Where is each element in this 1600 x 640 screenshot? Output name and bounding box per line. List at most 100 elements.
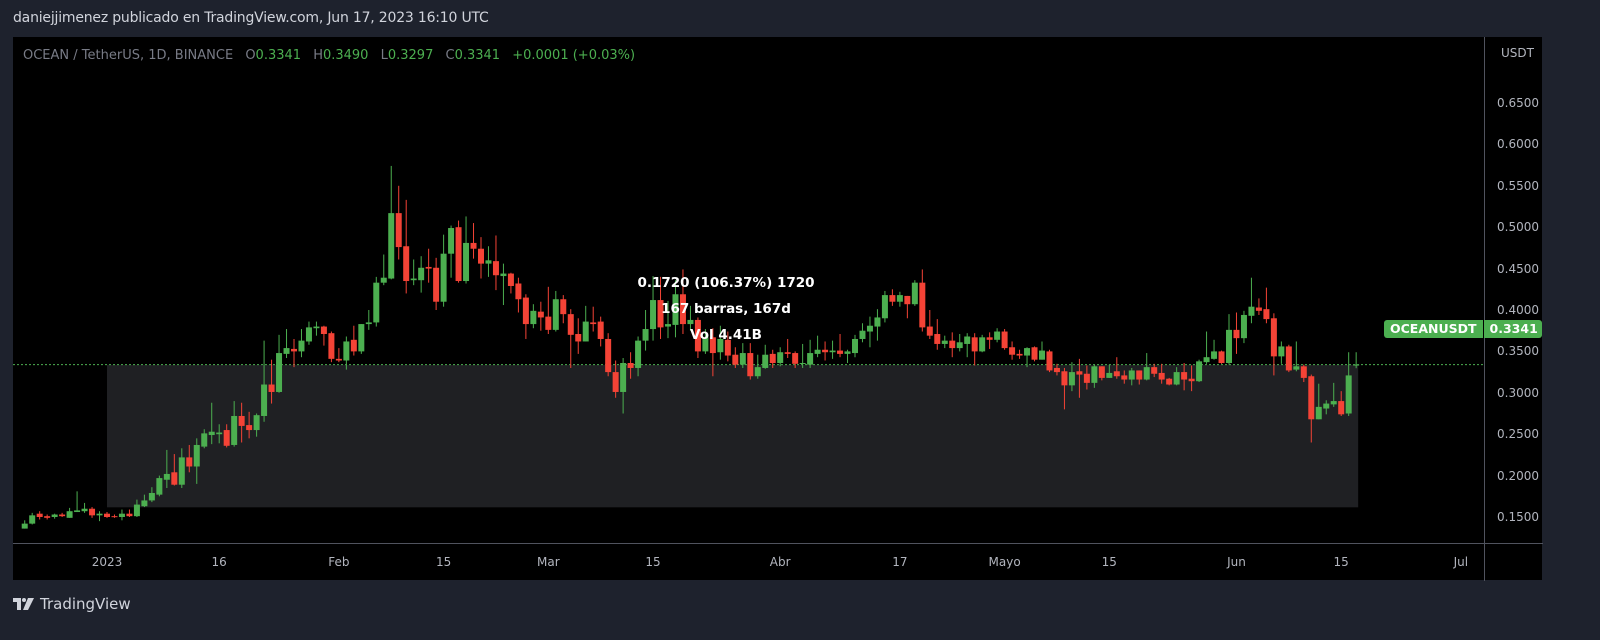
candle-body [1218, 351, 1225, 363]
time-tick-label: Feb [328, 555, 350, 569]
candle [597, 316, 604, 347]
candle [702, 329, 709, 354]
candle [679, 269, 686, 335]
candle [425, 248, 432, 283]
candle [1293, 341, 1300, 372]
candle [478, 237, 484, 279]
time-axis[interactable]: 2023 16 Feb 15 Mar 15 Abr 17 Mayo 15 Jun 15 Jul [13, 543, 1484, 581]
candle-body [739, 353, 746, 365]
candle [605, 333, 612, 377]
candle-body [650, 300, 657, 330]
candle-body [949, 340, 956, 349]
price-tick-label: 0.5500 [1497, 178, 1539, 193]
candle-body [874, 317, 881, 327]
candle-body [1113, 371, 1120, 377]
candle [148, 487, 155, 503]
candle-body [627, 362, 634, 368]
candle [567, 309, 574, 368]
candle-body [582, 321, 589, 342]
candle-body [1285, 346, 1292, 371]
candle-body [448, 228, 455, 254]
price-tick-label: 0.2500 [1497, 427, 1539, 442]
time-tick-label: 15 [435, 555, 452, 569]
price-tick-label: 0.4000 [1497, 303, 1539, 317]
candle [418, 256, 425, 293]
candle-body [1039, 350, 1045, 360]
candle [769, 349, 776, 368]
candle-body [216, 432, 223, 435]
candle-body [470, 242, 477, 249]
candle-body [522, 297, 529, 325]
candle [1248, 277, 1255, 324]
candle-body [1270, 318, 1277, 357]
candle-body [537, 311, 544, 318]
publication-byline: daniejjimenez publicado en TradingView.c… [13, 10, 489, 26]
candle [1151, 363, 1158, 378]
candle [261, 340, 268, 422]
candle [186, 444, 193, 473]
candle [1338, 391, 1345, 416]
candle [1330, 382, 1337, 407]
candle-body [1098, 366, 1105, 378]
legend-low-label: L [380, 48, 388, 63]
candle [784, 338, 791, 359]
candle-body [380, 277, 387, 283]
candle [1113, 357, 1120, 379]
candle-body [919, 282, 926, 328]
candle [403, 199, 410, 294]
candle [822, 341, 829, 361]
candle [163, 449, 170, 489]
candle-body [597, 321, 604, 339]
price-tick-label: 0.6500 [1497, 96, 1539, 110]
price-axis[interactable]: USDT 0.6500 0.6000 0.5500 0.5000 0.4500 0.400… [1484, 37, 1543, 543]
candle-body [822, 349, 829, 353]
candle [777, 347, 784, 367]
candle-body [979, 337, 986, 352]
tradingview-logo[interactable]: TradingView [13, 595, 131, 613]
legend-symbol[interactable]: OCEAN / TetherUS, 1D, BINANCE [23, 48, 234, 63]
candle-body [395, 213, 402, 248]
candle [1016, 349, 1023, 359]
candle [335, 348, 342, 363]
candle [388, 165, 395, 280]
candle [268, 359, 275, 404]
candle-body [21, 523, 28, 529]
candle-body [560, 299, 567, 315]
candle [665, 300, 671, 339]
candle-body [672, 294, 679, 325]
candle-body [1136, 370, 1143, 380]
candle [485, 246, 492, 277]
candle [66, 507, 73, 518]
candle [971, 333, 978, 366]
candle [350, 325, 357, 356]
tradingview-logo-text: TradingView [40, 595, 131, 613]
time-tick-label: Jul [1453, 555, 1469, 569]
candle [964, 333, 971, 358]
candle [440, 234, 447, 307]
candle-body [1255, 307, 1262, 311]
candle-body [328, 333, 335, 359]
price-tick-label: 0.4500 [1497, 261, 1539, 276]
candle [537, 301, 544, 331]
candle [358, 324, 365, 354]
price-tick-label: 0.3500 [1497, 344, 1539, 359]
chart-plot-area[interactable]: OCEAN / TetherUS, 1D, BINANCE O0.3341 H0… [13, 37, 1484, 543]
candle-body [994, 331, 1001, 340]
candle [545, 286, 552, 335]
candle-body [590, 322, 597, 325]
candle [994, 328, 1001, 343]
candle [941, 335, 948, 349]
candle [1203, 331, 1210, 364]
candle-body [1293, 366, 1300, 370]
candle [672, 280, 679, 338]
candle-body [792, 353, 799, 364]
legend-low-value: 0.3297 [387, 48, 434, 63]
candle-body [1300, 366, 1307, 378]
candle [283, 329, 290, 359]
candle [1121, 370, 1128, 384]
candle [118, 509, 125, 521]
candle-body [223, 430, 230, 446]
candle [463, 216, 470, 284]
candle [1106, 364, 1113, 378]
candle [762, 344, 769, 369]
